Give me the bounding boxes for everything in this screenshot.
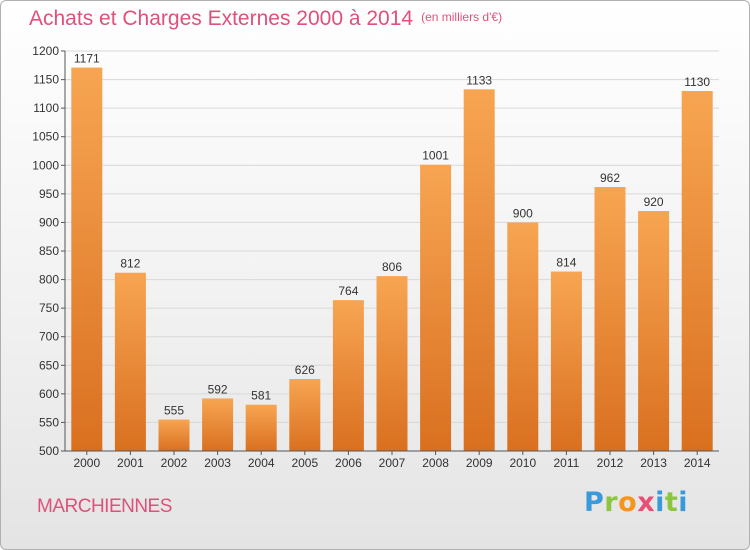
- x-tick-label: 2007: [379, 456, 406, 470]
- bar: [550, 271, 582, 451]
- bar: [245, 404, 277, 451]
- data-label: 814: [556, 256, 576, 270]
- x-tick-label: 2014: [684, 456, 711, 470]
- bar: [681, 91, 713, 451]
- logo-letter: x: [637, 487, 656, 518]
- y-tick-label: 600: [39, 387, 59, 401]
- bar: [376, 276, 408, 451]
- y-tick-label: 1100: [33, 101, 59, 115]
- y-tick-label: 550: [39, 415, 59, 429]
- x-axis: 2000 2001 2002 2003 2004 2005 2006 2007 2008 2009…: [65, 450, 719, 470]
- bar: [289, 379, 321, 451]
- data-label: 962: [600, 171, 620, 185]
- bar: [202, 398, 234, 451]
- bar: [594, 187, 626, 451]
- data-label: 812: [120, 257, 140, 271]
- y-tick-label: 950: [39, 187, 59, 201]
- y-axis: 500 550 600 650 700 750 800 850 900 950 1000 1050 11…: [32, 44, 66, 458]
- data-label: 806: [382, 260, 402, 274]
- data-label: 900: [513, 206, 533, 220]
- x-tick-label: 2010: [509, 456, 536, 470]
- x-tick-label: 2000: [73, 456, 100, 470]
- bar: [158, 419, 190, 451]
- y-tick-label: 1150: [33, 73, 59, 87]
- x-tick-label: 2003: [204, 456, 231, 470]
- bar: [114, 272, 146, 451]
- x-tick-label: 2002: [161, 456, 188, 470]
- y-tick-label: 900: [39, 215, 59, 229]
- y-tick-label: 1050: [32, 130, 59, 144]
- bar: [420, 164, 452, 451]
- y-tick-label: 750: [39, 301, 59, 315]
- x-tick-label: 2005: [291, 456, 318, 470]
- x-tick-label: 2006: [335, 456, 362, 470]
- y-tick-label: 500: [39, 444, 59, 458]
- bar: [507, 222, 539, 451]
- data-label: 626: [295, 363, 315, 377]
- unit-note: (en milliers d'€): [421, 10, 503, 24]
- bar: [332, 300, 364, 451]
- y-tick-label: 650: [39, 358, 59, 372]
- logo-letter: t: [664, 487, 679, 518]
- bar: [638, 211, 670, 451]
- x-tick-label: 2009: [466, 456, 493, 470]
- data-label: 1171: [74, 52, 100, 66]
- logo-letter: i: [678, 487, 689, 518]
- bar: [463, 89, 495, 452]
- bar: [71, 67, 103, 452]
- data-label: 764: [338, 284, 358, 298]
- town-name: MARCHIENNES: [37, 496, 172, 517]
- y-tick-label: 1200: [32, 44, 59, 58]
- data-label: 920: [644, 195, 664, 209]
- title-text: Achats et Charges Externes 2000 à 2014: [29, 7, 414, 30]
- y-tick-label: 700: [39, 330, 59, 344]
- x-tick-label: 2013: [640, 456, 667, 470]
- logo-letter: o: [618, 487, 638, 518]
- chart-title: Achats et Charges Externes 2000 à 2014 (e…: [29, 7, 502, 31]
- data-label: 1130: [684, 75, 710, 89]
- x-tick-label: 2004: [248, 456, 275, 470]
- y-tick-label: 1000: [32, 158, 59, 172]
- data-label: 555: [164, 404, 184, 418]
- proxiti-logo: Proxiti: [584, 487, 688, 518]
- logo-letter: r: [604, 487, 619, 518]
- data-labels: 1171 812 555 592 581 626 764 806 1001 1133 900 814 9…: [74, 52, 711, 418]
- bars: [71, 67, 713, 452]
- x-tick-label: 2008: [422, 456, 449, 470]
- x-tick-label: 2012: [597, 456, 624, 470]
- x-tick-label: 2011: [553, 456, 579, 470]
- data-label: 581: [251, 389, 271, 403]
- y-tick-label: 850: [39, 244, 59, 258]
- logo-letter: P: [584, 487, 605, 518]
- y-tick-label: 800: [39, 273, 59, 287]
- logo-letter: i: [655, 487, 665, 518]
- data-label: 592: [208, 382, 228, 396]
- data-label: 1001: [422, 149, 449, 163]
- x-tick-label: 2001: [117, 456, 144, 470]
- data-label: 1133: [466, 73, 492, 87]
